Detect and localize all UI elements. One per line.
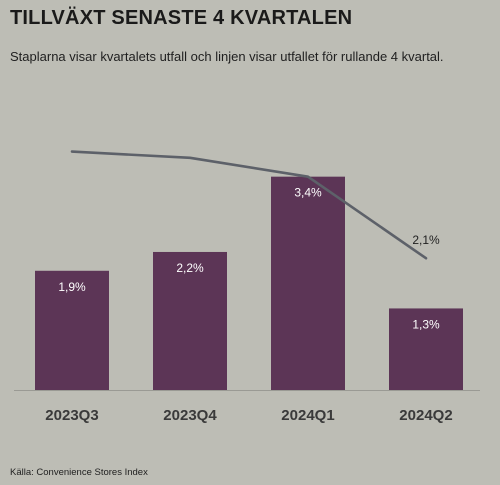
bar-2024q2 xyxy=(389,308,463,390)
bar-2024q1 xyxy=(271,176,345,390)
line-value-label: 2,1% xyxy=(412,233,440,247)
bar-value-label: 1,9% xyxy=(58,280,86,294)
bar-value-label: 1,3% xyxy=(412,317,440,331)
x-tick-label: 2023Q3 xyxy=(45,407,98,424)
x-tick-label: 2024Q2 xyxy=(399,407,452,424)
chart-title: TILLVÄXT SENASTE 4 KVARTALEN xyxy=(10,7,353,29)
bar-2023q3 xyxy=(35,270,109,390)
source-note: Källa: Convenience Stores Index xyxy=(10,467,148,478)
bar-value-label: 3,4% xyxy=(294,186,322,200)
chart-subtitle: Staplarna visar kvartalets utfall och li… xyxy=(10,49,444,64)
bar-value-label: 2,2% xyxy=(176,261,204,275)
x-tick-label: 2023Q4 xyxy=(163,407,217,424)
bar-2023q4 xyxy=(153,251,227,390)
x-tick-label: 2024Q1 xyxy=(281,407,334,424)
rolling-line xyxy=(70,150,428,260)
